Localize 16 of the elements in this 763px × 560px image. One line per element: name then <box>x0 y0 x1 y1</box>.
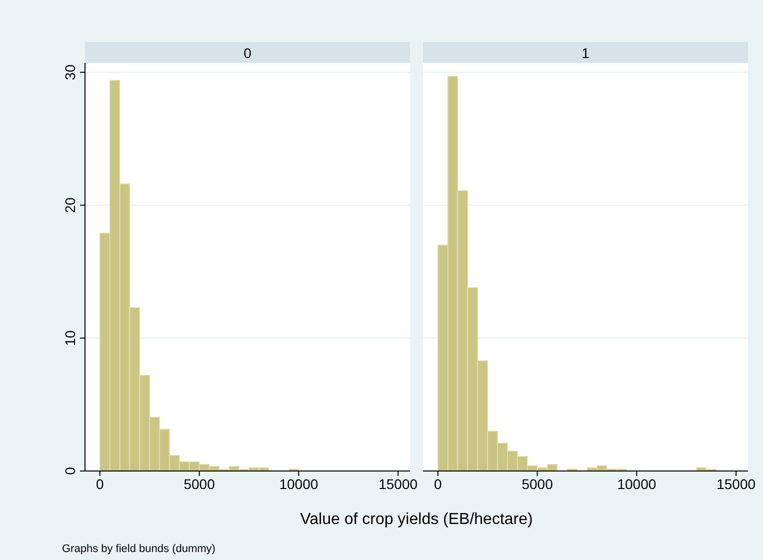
y-tick-label: 10 <box>62 330 78 346</box>
x-tick-label: 5000 <box>184 476 216 492</box>
text: Graphs by field bunds (dummy) <box>62 543 216 555</box>
x-tick-label: 5000 <box>522 476 554 492</box>
x-tick-label: 0 <box>434 476 442 492</box>
chart-title: 1 <box>582 45 590 61</box>
y-tick-label: 30 <box>62 64 78 80</box>
x-axis-title: Value of crop yields (EB/hectare) <box>300 511 533 528</box>
x-tick-label: 15000 <box>716 476 756 492</box>
y-tick-label: 20 <box>62 197 78 213</box>
y-tick-label: 0 <box>62 466 78 475</box>
x-tick-label: 10000 <box>279 476 318 492</box>
x-tick-label: 10000 <box>617 476 656 492</box>
x-tick-label: 0 <box>96 476 104 492</box>
x-tick-label: 15000 <box>378 476 418 492</box>
chart-title: 0 <box>244 45 252 61</box>
